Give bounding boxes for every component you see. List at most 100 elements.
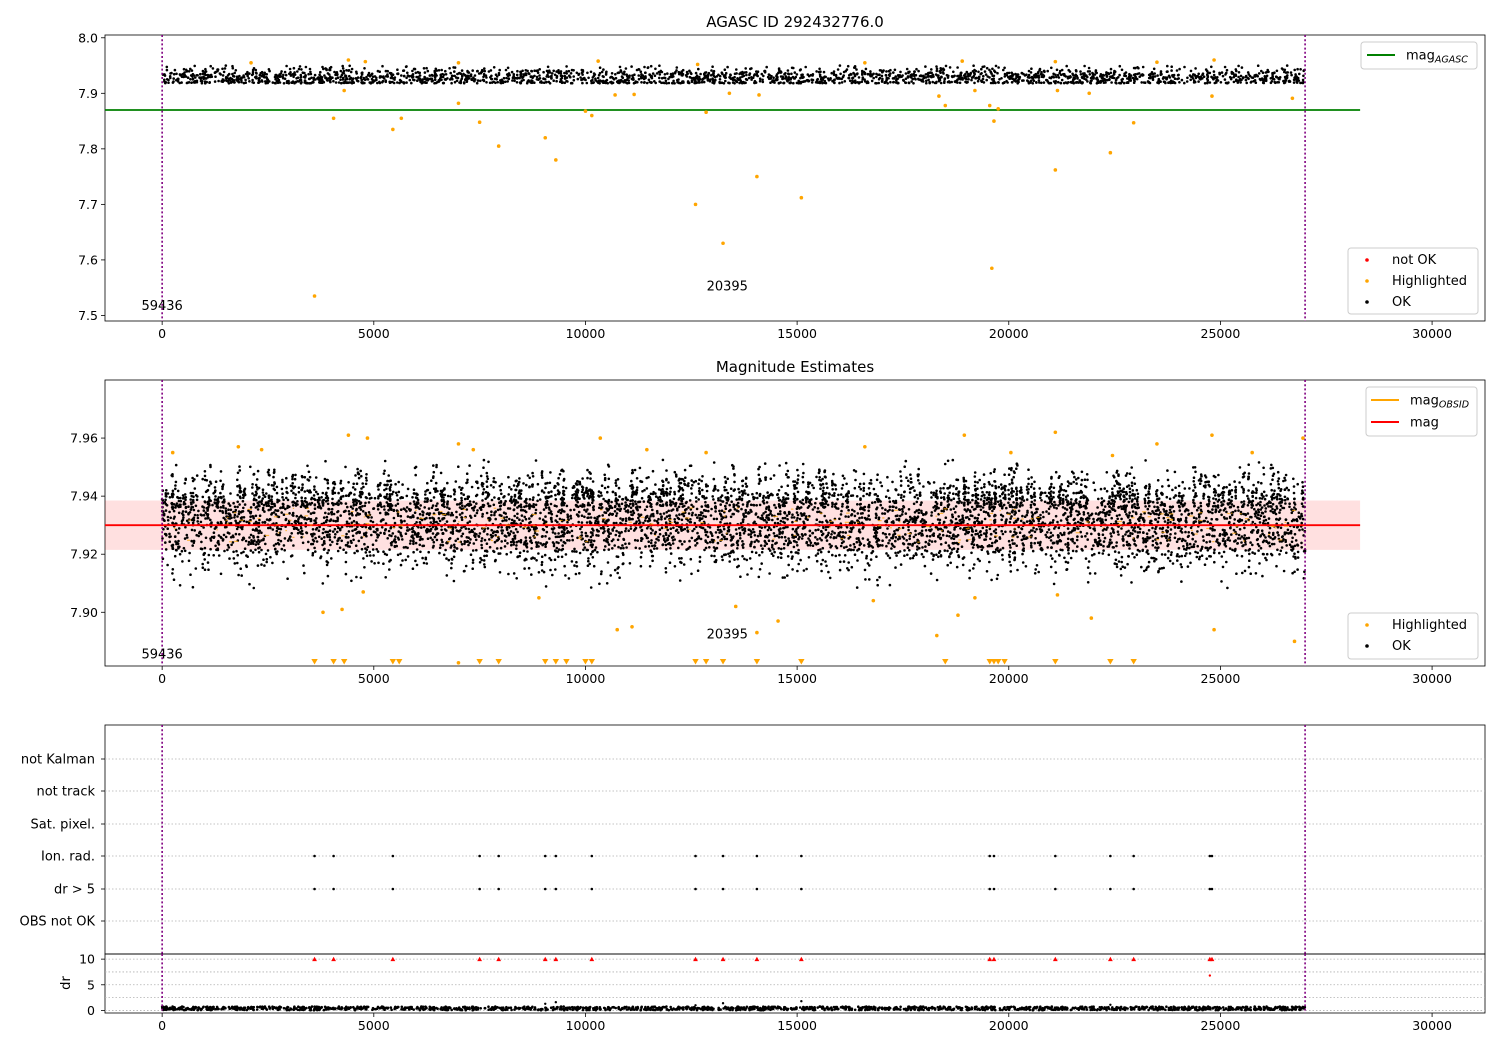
agasc-ok-point: [956, 81, 959, 84]
agasc-ok-point: [271, 81, 275, 84]
agasc-ok-point: [1097, 81, 1100, 84]
agasc-ok-point: [471, 69, 475, 72]
estimates-ok-point: [911, 556, 915, 560]
agasc-ok-point: [1120, 78, 1123, 82]
agasc-ok-point: [1162, 80, 1166, 83]
estimates-ok-point: [570, 534, 574, 538]
agasc-ok-point: [235, 75, 239, 78]
estimates-ok-point: [460, 518, 464, 522]
estimates-ok-point: [710, 554, 713, 558]
agasc-ok-point: [1251, 76, 1255, 79]
agasc-ok-point: [712, 72, 715, 75]
agasc-ok-point: [1299, 68, 1302, 71]
estimates-ok-point: [766, 528, 770, 532]
estimates-ok-point: [549, 568, 552, 572]
estimates-ok-point: [394, 535, 397, 538]
agasc-ok-point: [1170, 69, 1173, 72]
agasc-ok-point: [917, 69, 920, 73]
estimates-ok-point: [627, 504, 631, 508]
agasc-ok-point: [505, 76, 508, 80]
estimates-ok-point: [257, 546, 260, 550]
estimates-ok-point: [1101, 511, 1104, 514]
estimates-ok-point: [898, 550, 902, 553]
agasc-ok-point: [804, 65, 807, 69]
estimates-ok-point: [164, 509, 168, 512]
agasc-ok-point: [838, 81, 841, 85]
agasc-ok-point: [428, 74, 432, 77]
agasc-ok-point: [402, 69, 406, 72]
estimates-ok-point: [891, 536, 894, 540]
agasc-ok-point: [1183, 65, 1186, 69]
agasc-ok-point: [718, 74, 722, 78]
agasc-ok-point: [994, 81, 997, 85]
estimates-ok-point: [949, 531, 952, 534]
estimates-ok-point: [970, 551, 973, 555]
agasc-ok-point: [371, 79, 375, 82]
estimates-ok-point: [924, 529, 928, 532]
agasc-ok-point: [1074, 73, 1078, 77]
estimates-ok-point: [288, 512, 291, 515]
estimates-ok-point: [198, 530, 202, 534]
agasc-ok-point: [328, 79, 332, 82]
estimates-ok-point: [674, 529, 678, 533]
agasc-ok-point: [795, 73, 799, 76]
estimates-ok-point: [434, 481, 438, 485]
estimates-ok-point: [501, 519, 504, 523]
estimates-ok-point: [599, 526, 603, 530]
estimates-ok-point: [201, 477, 204, 481]
agasc-ok-point: [651, 72, 655, 75]
estimates-ok-point: [679, 539, 682, 543]
agasc-ok-point: [553, 73, 557, 77]
estimates-ok-point: [478, 561, 482, 564]
estimates-ok-point: [720, 509, 724, 512]
agasc-ok-point: [846, 64, 850, 68]
estimates-ok-point: [727, 552, 730, 556]
agasc-ok-point: [252, 81, 256, 85]
estimates-ok-point: [313, 507, 317, 511]
agasc-ytick-label: 7.9: [78, 86, 98, 101]
estimates-ok-point: [867, 509, 870, 513]
estimates-ok-point: [353, 493, 356, 496]
agasc-ok-point: [402, 74, 406, 78]
agasc-ok-point: [1124, 71, 1128, 74]
agasc-ok-point: [481, 78, 485, 82]
agasc-highlighted-point: [1108, 150, 1113, 155]
agasc-ok-point: [984, 73, 988, 76]
estimates-ok-point: [516, 501, 520, 504]
agasc-ok-point: [1216, 79, 1220, 82]
estimates-ok-point: [1268, 526, 1272, 530]
agasc-xtick-label: 0: [158, 326, 166, 341]
agasc-ok-point: [483, 74, 486, 77]
estimates-ok-point: [655, 547, 659, 550]
estimates-ok-point: [1187, 512, 1191, 516]
agasc-ok-point: [328, 77, 332, 80]
agasc-ok-point: [781, 77, 785, 80]
agasc-ok-point: [802, 80, 805, 83]
estimates-ok-point: [557, 532, 560, 535]
estimates-ok-point: [1144, 493, 1148, 497]
agasc-ok-point: [363, 67, 366, 70]
estimates-ok-point: [549, 558, 553, 562]
estimates-ok-point: [874, 516, 878, 520]
agasc-highlighted-point: [456, 60, 461, 65]
estimates-ok-point: [856, 503, 859, 506]
agasc-legend-label: Highlighted: [1392, 274, 1467, 289]
agasc-ok-point: [1075, 69, 1078, 73]
agasc-ok-point: [1137, 72, 1141, 75]
agasc-highlighted-point: [496, 144, 501, 148]
estimates-ok-point: [192, 508, 196, 512]
agasc-ok-point: [489, 69, 493, 72]
agasc-ok-point: [568, 74, 571, 77]
estimates-ok-point: [814, 554, 818, 557]
estimates-ok-point: [482, 559, 486, 562]
estimates-ok-point: [166, 515, 170, 519]
estimates-ok-point: [776, 512, 780, 516]
agasc-ok-point: [533, 81, 536, 84]
agasc-ok-point: [660, 81, 663, 85]
agasc-highlighted-point: [391, 127, 395, 132]
agasc-ok-point: [224, 64, 228, 67]
estimates-ok-point: [339, 514, 343, 517]
estimates-ok-point: [265, 557, 269, 561]
estimates-ok-point: [482, 488, 486, 491]
